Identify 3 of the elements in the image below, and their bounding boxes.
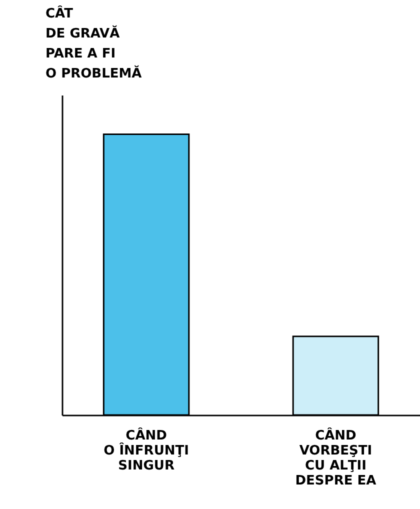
y-axis-title: CÂT DE GRAVĂ PARE A FI O PROBLEMĂ <box>46 4 142 82</box>
x-tick-label: CÂND O ÎNFRUNŢI SINGUR <box>104 426 189 474</box>
x-tick-label: CÂND VORBEŞTI CU ALŢII DESPRE EA <box>295 426 376 488</box>
